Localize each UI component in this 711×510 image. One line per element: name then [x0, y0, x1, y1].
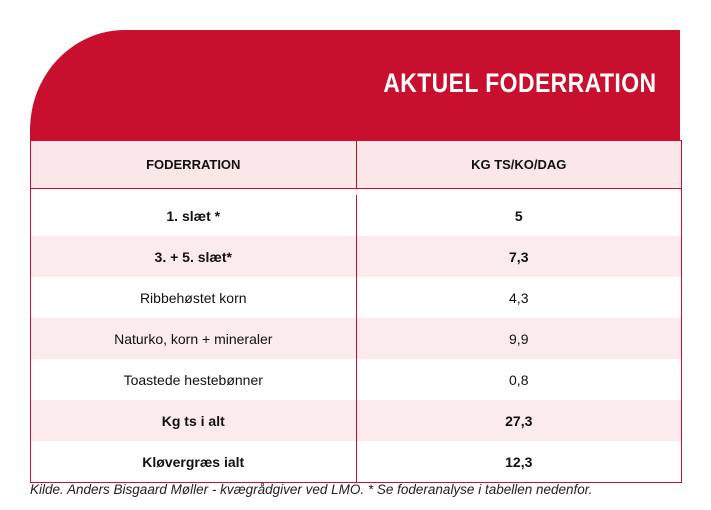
- table-row: Kg ts i alt 27,3: [31, 400, 681, 441]
- table-cell: 0,8: [509, 371, 529, 388]
- table-row: Ribbehøstet korn 4,3: [31, 277, 681, 318]
- footnote: Kilde. Anders Bisgaard Møller - kvægrådg…: [30, 482, 593, 497]
- table-row: 3. + 5. slæt* 7,3: [31, 236, 681, 277]
- table-row: 1. slæt * 5: [31, 195, 681, 236]
- header-row: FODERRATION KG TS/KO/DAG: [31, 140, 681, 189]
- column-header: KG TS/KO/DAG: [471, 157, 567, 172]
- table-cell: 5: [514, 207, 523, 224]
- table-cell: Ribbehøstet korn: [31, 277, 357, 318]
- table-cell: Naturko, korn + mineraler: [31, 318, 357, 359]
- table-body: 1. slæt * 5 3. + 5. slæt* 7,3 Ribbehøstet ko…: [31, 195, 681, 482]
- table-row: Naturko, korn + mineraler 9,9: [31, 318, 681, 359]
- table-cell: 9,9: [509, 330, 529, 347]
- banner: AKTUEL FODERRATION: [30, 30, 680, 140]
- table: FODERRATION KG TS/KO/DAG 1. slæt * 5 3. + …: [30, 140, 682, 483]
- title: AKTUEL FODERRATION: [382, 68, 656, 98]
- table-cell: Toastede hestebønner: [31, 359, 357, 400]
- column-header: FODERRATION: [31, 141, 357, 188]
- table-cell: 12,3: [505, 453, 533, 470]
- table-cell: 7,3: [509, 248, 529, 265]
- table-cell: 4,3: [509, 289, 529, 306]
- table-cell: 27,3: [505, 412, 533, 429]
- table-cell: Kløvergræs ialt: [31, 441, 357, 482]
- table-row: Kløvergræs ialt 12,3: [31, 441, 681, 482]
- table-cell: 3. + 5. slæt*: [31, 236, 357, 277]
- table-cell: Kg ts i alt: [31, 400, 357, 441]
- table-row: Toastede hestebønner 0,8: [31, 359, 681, 400]
- table-cell: 1. slæt *: [31, 195, 357, 236]
